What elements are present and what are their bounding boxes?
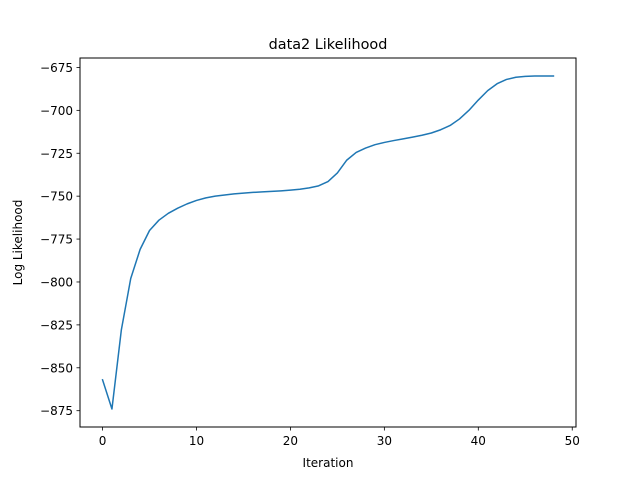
y-axis: −875 −850 −825 −800 −775 −750 −725 −700 −675 bbox=[40, 61, 80, 418]
y-tick-label: −775 bbox=[40, 233, 73, 247]
y-tick-label: −700 bbox=[40, 104, 73, 118]
x-tick-label: 50 bbox=[565, 434, 580, 448]
chart-title: data2 Likelihood bbox=[269, 37, 388, 53]
y-tick-label: −875 bbox=[40, 404, 73, 418]
x-axis: 0 10 20 30 40 50 bbox=[99, 427, 580, 448]
y-tick-label: −725 bbox=[40, 147, 73, 161]
x-tick-label: 20 bbox=[283, 434, 298, 448]
x-tick-label: 40 bbox=[471, 434, 486, 448]
x-axis-label: Iteration bbox=[303, 456, 354, 470]
x-tick-label: 30 bbox=[377, 434, 392, 448]
y-tick-label: −850 bbox=[40, 361, 73, 375]
y-tick-label: −675 bbox=[40, 61, 73, 75]
y-tick-label: −800 bbox=[40, 275, 73, 289]
plot-area: 0 10 20 30 40 50 −875 −850 −825 −800 −775 −750 −725… bbox=[40, 57, 580, 448]
plot-frame bbox=[79, 57, 577, 428]
y-axis-label: Log Likelihood bbox=[11, 200, 25, 286]
y-tick-label: −750 bbox=[40, 190, 73, 204]
x-tick-label: 10 bbox=[189, 434, 204, 448]
x-tick-label: 0 bbox=[99, 434, 107, 448]
series-line bbox=[101, 75, 555, 410]
y-tick-label: −825 bbox=[40, 318, 73, 332]
